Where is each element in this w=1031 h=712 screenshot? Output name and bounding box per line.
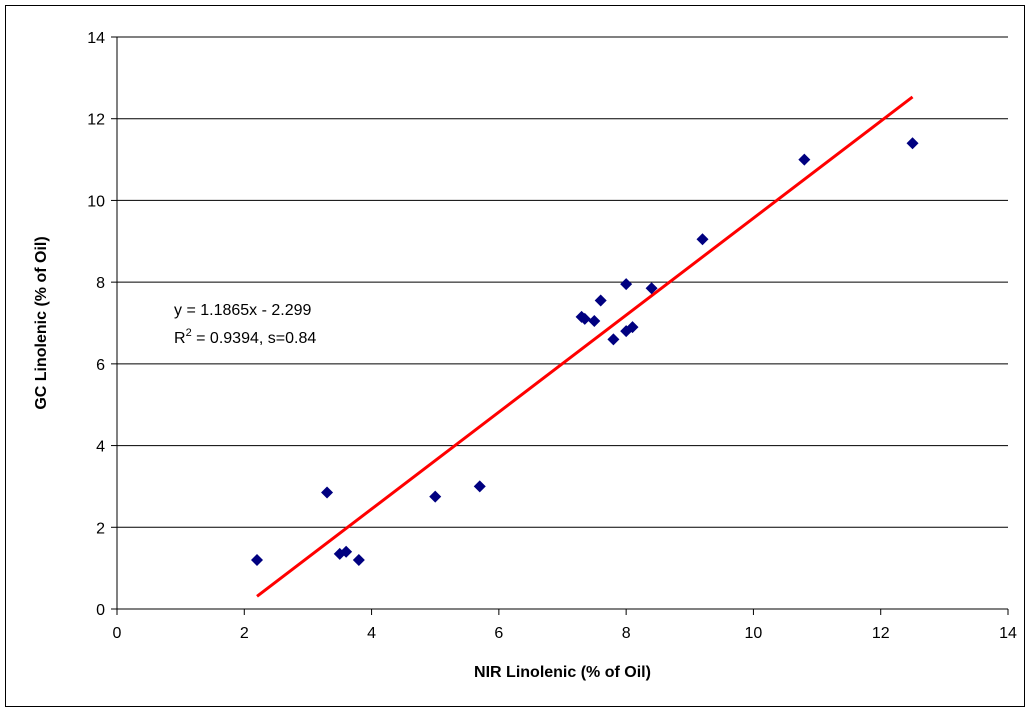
data-point: [588, 314, 601, 327]
data-point: [321, 486, 334, 499]
data-point: [578, 312, 591, 325]
x-tick-label: 4: [367, 625, 376, 642]
y-tick-label: 2: [96, 520, 105, 537]
data-point: [645, 282, 658, 295]
data-point: [594, 294, 607, 307]
x-tick-label: 6: [494, 625, 503, 642]
tick-labels: 0 2 4 6 8 10 12 14 0 2 4 6 8 10 12 14: [87, 30, 1017, 642]
data-points: [251, 137, 919, 566]
y-tick-label: 14: [87, 30, 105, 47]
data-point: [906, 137, 919, 150]
x-tick-label: 2: [240, 625, 249, 642]
x-axis-title: NIR Linolenic (% of Oil): [474, 664, 651, 681]
trendline-equation: y = 1.1865x - 2.299: [174, 302, 312, 319]
y-tick-label: 12: [87, 112, 105, 129]
trendline-r-squared: R2 = 0.9394, s=0.84: [174, 327, 316, 347]
data-point: [798, 153, 811, 166]
y-tick-label: 4: [96, 439, 105, 456]
data-point: [251, 553, 264, 566]
data-point: [620, 278, 633, 291]
x-tick-label: 12: [872, 625, 890, 642]
r2-prefix: R: [174, 330, 186, 347]
y-tick-label: 8: [96, 275, 105, 292]
data-point: [473, 480, 486, 493]
scatter-chart: 0 2 4 6 8 10 12 14 0 2 4 6 8 10 12 14 NIR Linolenic (% …: [33, 30, 1017, 681]
y-tick-label: 10: [87, 193, 105, 210]
chart-frame: 0 2 4 6 8 10 12 14 0 2 4 6 8 10 12 14 NIR Linolenic (% …: [5, 5, 1025, 707]
data-point: [352, 553, 365, 566]
x-tick-label: 10: [745, 625, 763, 642]
data-point: [429, 490, 442, 503]
x-tick-label: 8: [622, 625, 631, 642]
y-tick-label: 0: [96, 602, 105, 619]
y-tick-label: 6: [96, 357, 105, 374]
trendline: [256, 95, 914, 598]
trendline-layer: [256, 95, 914, 598]
axes: [111, 36, 1009, 615]
data-point: [626, 321, 639, 334]
data-point: [340, 545, 353, 558]
x-tick-label: 0: [113, 625, 122, 642]
data-point: [607, 333, 620, 346]
r2-superscript: 2: [186, 327, 192, 339]
r2-rest: = 0.9394, s=0.84: [192, 330, 317, 347]
x-tick-label: 14: [999, 625, 1017, 642]
y-axis-title: GC Linolenic (% of Oil): [33, 236, 50, 409]
grid-lines: [117, 36, 1008, 528]
data-point: [696, 233, 709, 246]
